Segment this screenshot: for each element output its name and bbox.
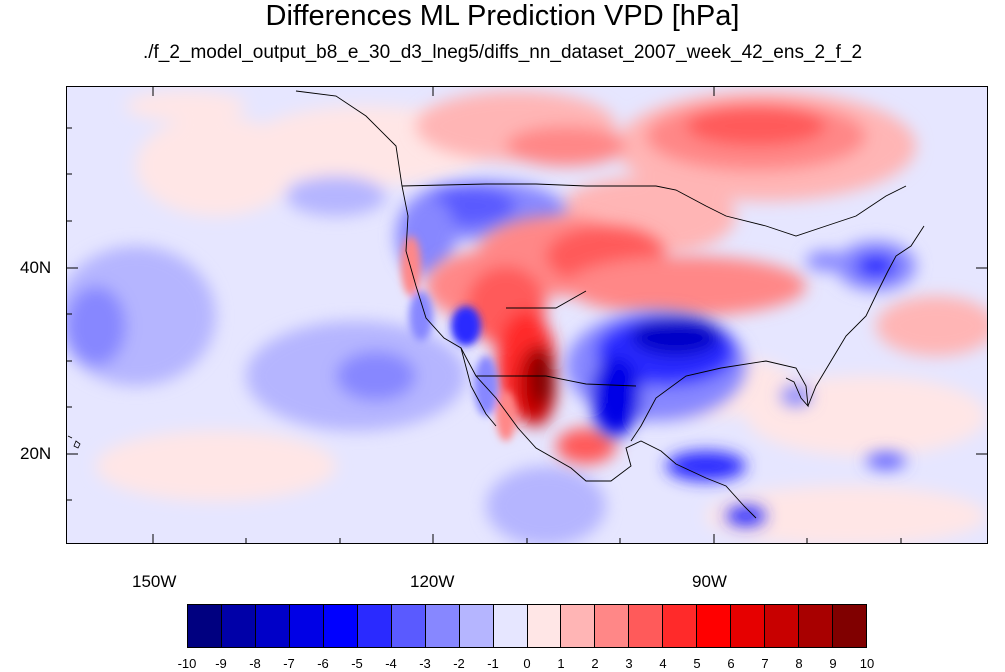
colorbar-swatch: [833, 605, 867, 647]
colorbar-label: 8: [795, 656, 803, 671]
colorbar-swatch: [561, 605, 596, 647]
y-tick-label-40n: 40N: [20, 258, 52, 277]
colorbar-swatch: [255, 605, 290, 647]
colorbar-label: 3: [625, 656, 633, 671]
colorbar-label: 2: [591, 656, 599, 671]
plot-subtitle: ./f_2_model_output_b8_e_30_d3_lneg5/diff…: [142, 42, 863, 63]
colorbar-label: -4: [385, 656, 397, 671]
y-tick-label-20n: 20N: [20, 444, 52, 463]
colorbar-swatch: [493, 605, 528, 647]
anomaly-map: [66, 86, 988, 544]
colorbar-label: 5: [693, 656, 701, 671]
map-frame: [66, 86, 988, 544]
colorbar-swatch: [595, 605, 630, 647]
colorbar-label: 7: [761, 656, 769, 671]
colorbar-label: -5: [351, 656, 363, 671]
colorbar-swatch: [459, 605, 494, 647]
x-tick-label-120w: 120W: [410, 572, 455, 591]
colorbar-label: -10: [177, 656, 197, 671]
colorbar-label: -7: [283, 656, 295, 671]
colorbar-label: -2: [453, 656, 465, 671]
colorbar-swatch: [425, 605, 460, 647]
plot-title: Differences ML Prediction VPD [hPa]: [265, 0, 740, 32]
colorbar-swatch: [629, 605, 664, 647]
colorbar-label: 6: [727, 656, 735, 671]
colorbar-swatch: [221, 605, 256, 647]
colorbar-swatch: [289, 605, 324, 647]
colorbar-labels: -10 -9 -8 -7 -6 -5 -4 -3 -2 -1 0 1 2 3 4 5 6 7 8 9 10: [178, 656, 875, 672]
colorbar-swatch: [527, 605, 562, 647]
colorbar-label: 10: [859, 656, 875, 671]
colorbar-swatch: [765, 605, 800, 647]
colorbar-swatch: [188, 605, 222, 647]
colorbar-label: 4: [659, 656, 667, 671]
colorbar-label: -8: [249, 656, 261, 671]
coastline-outline: [295, 90, 925, 519]
colorbar-label: -3: [419, 656, 431, 671]
x-tick-label-150w: 150W: [132, 572, 177, 591]
colorbar-swatch: [799, 605, 834, 647]
colorbar-label: 0: [523, 656, 531, 671]
colorbar-swatch: [663, 605, 698, 647]
x-tick-label-90w: 90W: [692, 572, 727, 591]
colorbar-label: -6: [317, 656, 329, 671]
colorbar-swatch: [323, 605, 358, 647]
colorbar-label: -1: [487, 656, 499, 671]
colorbar-swatch: [697, 605, 732, 647]
colorbar-label: 1: [557, 656, 565, 671]
colorbar-swatch: [731, 605, 766, 647]
colorbar-label: -9: [215, 656, 227, 671]
colorbar-label: 9: [829, 656, 837, 671]
hawaii-outline: [67, 435, 81, 449]
colorbar-swatch: [391, 605, 426, 647]
anomaly-field: [66, 86, 988, 544]
colorbar: [187, 604, 867, 648]
colorbar-swatch: [357, 605, 392, 647]
